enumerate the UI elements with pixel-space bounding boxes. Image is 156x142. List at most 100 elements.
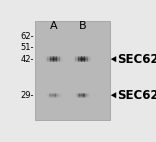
Polygon shape (111, 92, 116, 98)
Bar (79, 57, 80, 58)
Bar (86, 97, 87, 98)
Bar (89, 58, 90, 59)
Bar (58, 58, 59, 59)
Bar (50, 96, 51, 97)
Bar (54, 59, 55, 60)
Bar (77, 56, 78, 57)
Bar (56, 61, 57, 62)
Bar (80, 56, 81, 57)
Bar (47, 97, 48, 98)
Bar (60, 60, 61, 61)
Bar (51, 97, 52, 98)
Bar (88, 95, 89, 96)
Bar (81, 61, 82, 62)
Bar (90, 60, 91, 61)
Bar (55, 58, 56, 59)
Bar (79, 59, 80, 60)
Bar (80, 59, 81, 60)
Bar (49, 94, 50, 95)
Bar (83, 59, 84, 60)
Bar (49, 57, 50, 58)
Bar (53, 94, 54, 95)
Bar (49, 58, 50, 59)
Bar (81, 59, 82, 60)
Bar (83, 61, 84, 62)
Bar (84, 95, 85, 96)
Bar (47, 59, 48, 60)
Bar (89, 61, 90, 62)
Bar (50, 95, 51, 96)
Bar (83, 95, 84, 96)
Bar (47, 93, 48, 94)
Bar (78, 57, 79, 58)
Bar (84, 57, 85, 58)
Bar (82, 97, 83, 98)
Bar (89, 56, 90, 57)
Bar (47, 56, 48, 57)
Bar (46, 97, 47, 98)
Bar (80, 96, 81, 97)
Text: 42-: 42- (20, 55, 34, 64)
Bar (78, 93, 79, 94)
Bar (86, 96, 87, 97)
Bar (59, 57, 60, 58)
Bar (83, 93, 84, 94)
Bar (51, 61, 52, 62)
Bar (88, 95, 89, 96)
Bar (47, 57, 48, 58)
Bar (82, 57, 83, 58)
Bar (55, 56, 56, 57)
Bar (49, 97, 50, 98)
Bar (80, 95, 81, 96)
Bar (61, 95, 62, 96)
Bar (56, 96, 57, 97)
Bar (53, 59, 54, 60)
Bar (86, 58, 87, 59)
Bar (53, 97, 54, 98)
Bar (81, 60, 82, 61)
Bar (57, 60, 58, 61)
Bar (81, 95, 82, 96)
Bar (84, 96, 85, 97)
Bar (84, 96, 85, 97)
Text: A: A (50, 21, 58, 31)
Bar (51, 59, 52, 60)
Bar (84, 93, 85, 94)
Bar (85, 56, 86, 57)
Bar (77, 61, 78, 62)
Bar (51, 57, 52, 58)
Bar (51, 95, 52, 96)
Bar (81, 57, 82, 58)
Bar (58, 95, 59, 96)
Bar (56, 60, 57, 61)
Bar (55, 96, 56, 97)
Bar (86, 56, 87, 57)
Bar (55, 61, 56, 62)
Bar (90, 58, 91, 59)
Bar (77, 59, 78, 60)
Bar (56, 58, 57, 59)
Bar (54, 95, 55, 96)
Bar (56, 56, 57, 57)
Bar (57, 59, 58, 60)
Bar (87, 58, 88, 59)
Bar (86, 59, 87, 60)
Bar (84, 58, 85, 59)
Text: 29-: 29- (20, 91, 34, 100)
Bar (75, 94, 76, 95)
Bar (76, 59, 77, 60)
Bar (49, 96, 50, 97)
Bar (58, 60, 59, 61)
Bar (86, 61, 87, 62)
Bar (47, 59, 48, 60)
Bar (54, 93, 55, 94)
Bar (87, 56, 88, 57)
Bar (61, 58, 62, 59)
Bar (48, 58, 49, 59)
Bar (56, 94, 57, 95)
Bar (89, 60, 90, 61)
Bar (58, 57, 59, 58)
Bar (49, 61, 50, 62)
Bar (52, 57, 53, 58)
Bar (77, 96, 78, 97)
